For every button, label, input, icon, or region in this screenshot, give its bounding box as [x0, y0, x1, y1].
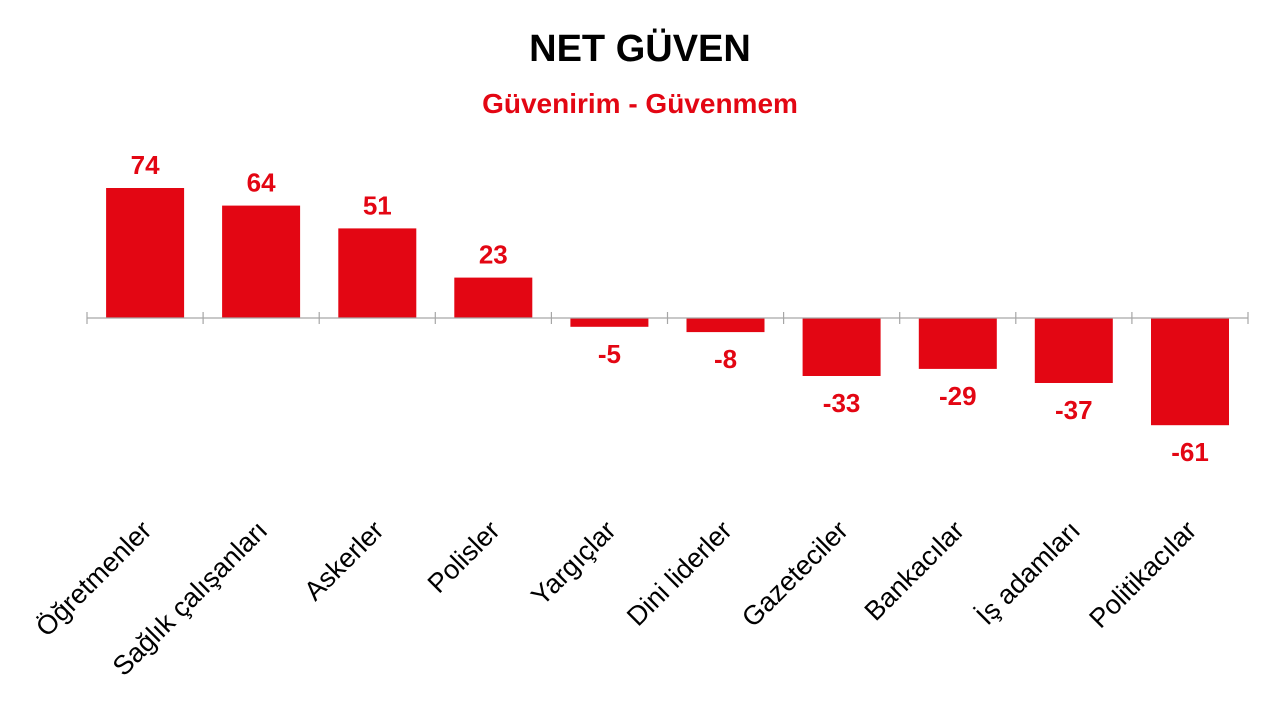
category-label-2: Askerler [298, 515, 389, 606]
category-label-9: Politikacılar [1083, 515, 1202, 634]
category-label-6: Gazeteciler [736, 515, 854, 633]
bar-6 [802, 318, 881, 376]
bar-1 [222, 205, 301, 318]
chart-subtitle: Güvenirim - Güvenmem [482, 88, 798, 119]
category-label-8: İş adamları [970, 514, 1086, 630]
bar-5 [686, 318, 765, 333]
bar-4 [570, 318, 649, 327]
data-label-6: -33 [823, 388, 861, 418]
bar-2 [338, 228, 417, 318]
bar-9 [1151, 318, 1229, 426]
data-label-5: -8 [714, 344, 737, 374]
data-label-1: 64 [247, 168, 276, 198]
category-label-7: Bankacılar [859, 515, 970, 626]
data-label-2: 51 [363, 190, 392, 220]
data-label-0: 74 [131, 150, 160, 180]
category-label-0: Öğretmenler [30, 515, 157, 642]
data-label-4: -5 [598, 339, 621, 369]
bar-0 [106, 188, 185, 318]
category-label-5: Dini liderler [621, 515, 738, 632]
bar-7 [918, 318, 997, 369]
data-label-3: 23 [479, 240, 508, 270]
data-label-8: -37 [1055, 395, 1093, 425]
category-label-4: Yargıçlar [525, 515, 621, 611]
bar-3 [454, 277, 533, 318]
data-label-9: -61 [1171, 437, 1209, 467]
category-label-3: Polisler [422, 515, 506, 599]
data-label-7: -29 [939, 381, 977, 411]
chart-title: NET GÜVEN [529, 28, 751, 70]
bar-8 [1034, 318, 1113, 383]
